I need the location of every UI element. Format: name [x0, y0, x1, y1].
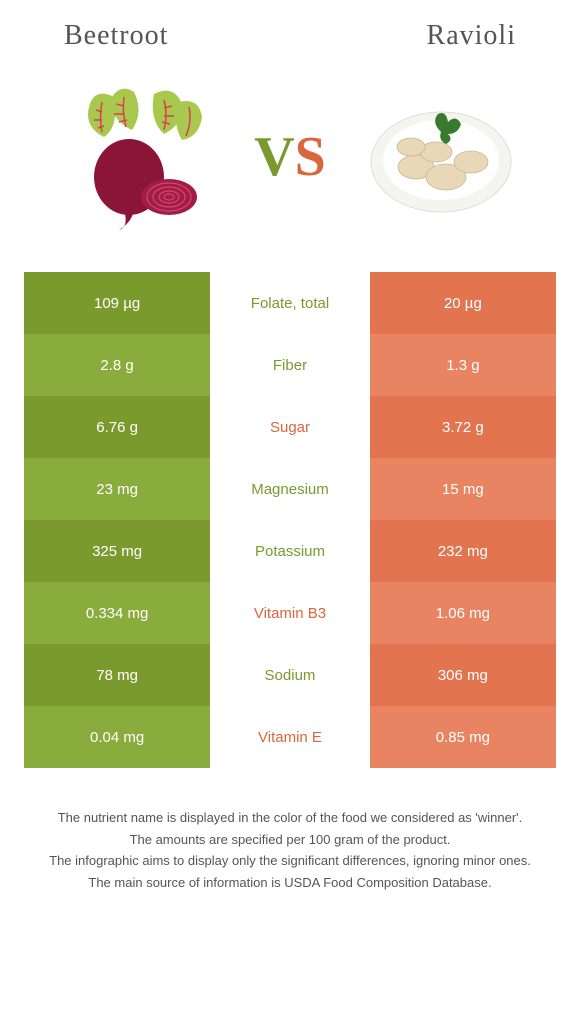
footer-line: The infographic aims to display only the… [34, 851, 546, 871]
value-right: 3.72 g [370, 396, 556, 458]
nutrient-label: Sodium [210, 644, 370, 706]
hero-row: VS [24, 82, 556, 232]
nutrient-label: Potassium [210, 520, 370, 582]
table-row: 0.04 mg Vitamin E 0.85 mg [24, 706, 556, 768]
value-left: 325 mg [24, 520, 210, 582]
value-left: 0.334 mg [24, 582, 210, 644]
value-left: 23 mg [24, 458, 210, 520]
value-right: 1.06 mg [370, 582, 556, 644]
vs-label: VS [254, 125, 326, 189]
footer-line: The amounts are specified per 100 gram o… [34, 830, 546, 850]
vs-v: V [254, 126, 294, 188]
titles-row: Beetroot Ravioli [24, 20, 556, 52]
footer-line: The main source of information is USDA F… [34, 873, 546, 893]
value-left: 0.04 mg [24, 706, 210, 768]
value-right: 306 mg [370, 644, 556, 706]
title-right: Ravioli [427, 20, 516, 52]
footer-line: The nutrient name is displayed in the co… [34, 808, 546, 828]
table-row: 2.8 g Fiber 1.3 g [24, 334, 556, 396]
value-right: 232 mg [370, 520, 556, 582]
nutrient-label: Fiber [210, 334, 370, 396]
value-left: 78 mg [24, 644, 210, 706]
table-row: 23 mg Magnesium 15 mg [24, 458, 556, 520]
value-right: 1.3 g [370, 334, 556, 396]
table-row: 0.334 mg Vitamin B3 1.06 mg [24, 582, 556, 644]
table-row: 325 mg Potassium 232 mg [24, 520, 556, 582]
value-left: 6.76 g [24, 396, 210, 458]
value-left: 109 µg [24, 272, 210, 334]
ravioli-image [366, 82, 516, 232]
table-row: 6.76 g Sugar 3.72 g [24, 396, 556, 458]
nutrient-label: Vitamin E [210, 706, 370, 768]
value-left: 2.8 g [24, 334, 210, 396]
value-right: 0.85 mg [370, 706, 556, 768]
vs-s: S [295, 126, 326, 188]
value-right: 15 mg [370, 458, 556, 520]
value-right: 20 µg [370, 272, 556, 334]
nutrient-label: Folate, total [210, 272, 370, 334]
nutrient-label: Vitamin B3 [210, 582, 370, 644]
infographic-container: Beetroot Ravioli VS [0, 0, 580, 914]
title-left: Beetroot [64, 20, 168, 52]
table-row: 78 mg Sodium 306 mg [24, 644, 556, 706]
beetroot-image [64, 82, 214, 232]
nutrient-label: Sugar [210, 396, 370, 458]
nutrient-label: Magnesium [210, 458, 370, 520]
comparison-table: 109 µg Folate, total 20 µg 2.8 g Fiber 1… [24, 272, 556, 768]
footer-notes: The nutrient name is displayed in the co… [24, 808, 556, 892]
table-row: 109 µg Folate, total 20 µg [24, 272, 556, 334]
